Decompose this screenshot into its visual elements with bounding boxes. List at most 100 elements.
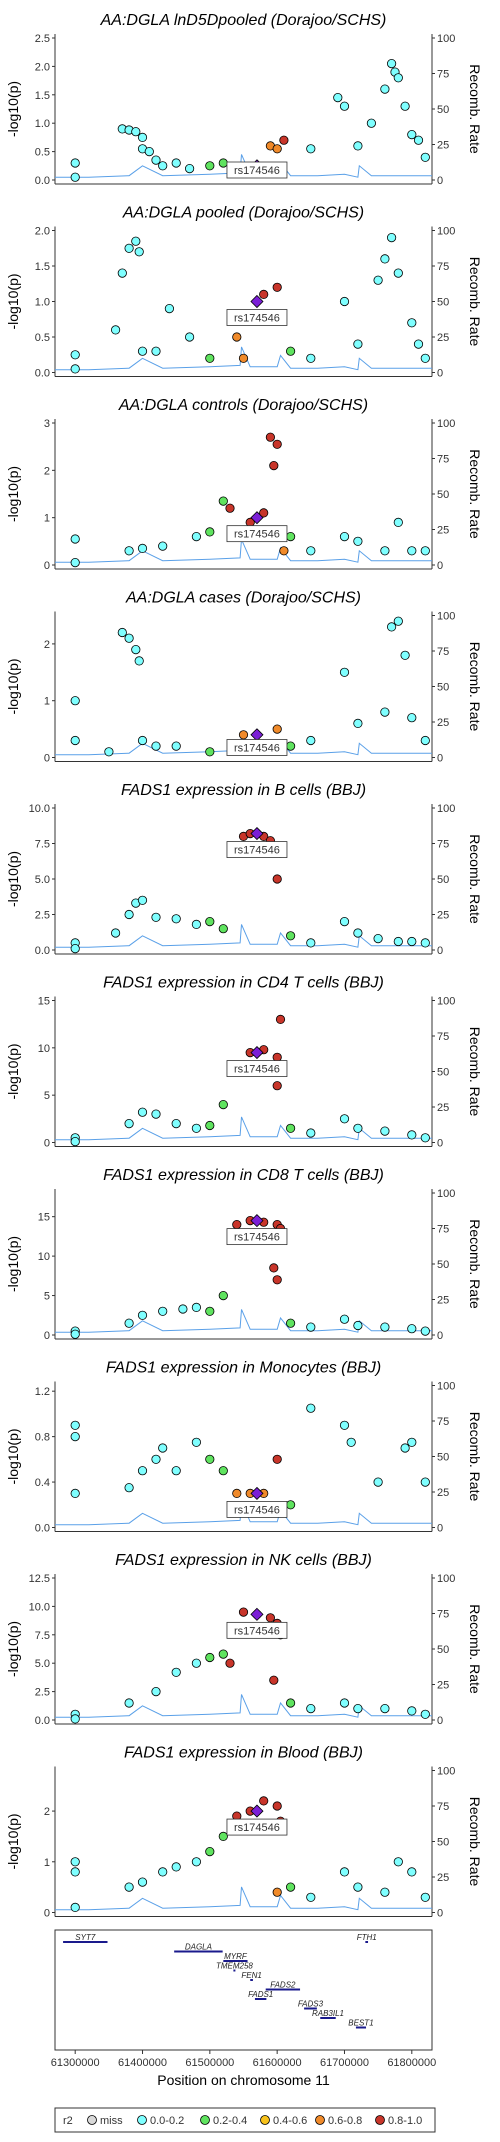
data-point — [111, 928, 121, 938]
legend-label: 0.6-0.8 — [328, 2115, 362, 2127]
lead-snp-label: rs174546 — [234, 743, 280, 755]
data-point — [232, 332, 242, 342]
data-point — [393, 73, 403, 83]
data-point — [407, 713, 417, 723]
data-point — [306, 735, 316, 746]
data-point — [144, 147, 154, 157]
x-axis-label: Position on chromosome 11 — [157, 2072, 330, 2088]
y2-tick-label: 50 — [437, 104, 449, 116]
lead-snp-label: rs174546 — [234, 529, 280, 541]
data-point — [407, 1130, 417, 1140]
data-point — [191, 1302, 201, 1313]
data-point — [306, 1704, 316, 1714]
y2-tick-label: 75 — [437, 1609, 449, 1621]
y2-axis-label: Recomb. Rate — [467, 642, 483, 732]
data-point — [285, 1123, 296, 1133]
data-point — [339, 1420, 350, 1430]
y2-tick-label: 50 — [437, 1259, 449, 1271]
data-point — [238, 1607, 249, 1617]
data-point — [413, 135, 424, 145]
data-point — [339, 1314, 350, 1324]
y-axis-label: -log10(p) — [5, 273, 21, 329]
data-point — [420, 1892, 430, 1902]
y-tick-label: 0.5 — [35, 332, 50, 344]
recomb-rate-line — [55, 924, 432, 948]
data-point — [400, 1443, 410, 1453]
y-tick-label: 0 — [44, 1330, 50, 1342]
data-point — [238, 730, 249, 740]
data-point — [380, 1887, 390, 1897]
data-point — [137, 543, 148, 554]
lead-snp-label-box — [226, 739, 288, 756]
data-point — [269, 1263, 279, 1273]
data-point — [407, 546, 417, 556]
data-point — [373, 933, 383, 944]
data-point — [380, 1126, 390, 1136]
data-point — [218, 1831, 228, 1842]
data-point — [353, 1704, 363, 1714]
y-tick-label: 0 — [44, 1908, 50, 1920]
lead-snp-marker — [250, 826, 264, 841]
data-point — [380, 1704, 390, 1714]
lead-snp-marker — [250, 728, 264, 742]
y2-tick-label: 0 — [437, 1523, 443, 1535]
data-point — [117, 268, 127, 278]
data-point — [70, 557, 80, 568]
y-tick-label: 10 — [38, 1043, 50, 1055]
chart-title: AA:DGLA controls (Dorajoo/SCHS) — [118, 397, 368, 414]
data-point — [373, 275, 383, 285]
y2-axis-label: Recomb. Rate — [467, 834, 483, 924]
gene-label: SYT7 — [75, 1933, 96, 1942]
data-point — [339, 101, 350, 111]
legend-label: 0.8-1.0 — [388, 2115, 422, 2127]
data-point — [306, 938, 316, 948]
data-point — [380, 707, 390, 717]
data-point — [272, 1275, 282, 1285]
y-axis-label: -log10(p) — [5, 1621, 21, 1677]
data-point — [393, 616, 403, 626]
y2-tick-label: 50 — [437, 297, 449, 309]
data-point — [70, 364, 80, 374]
y2-tick-label: 0 — [437, 753, 443, 765]
data-point — [339, 916, 350, 927]
y2-tick-label: 0 — [437, 368, 443, 380]
lead-snp-marker — [250, 1214, 264, 1228]
y2-tick-label: 25 — [437, 1102, 449, 1114]
y-tick-label: 10.0 — [29, 803, 50, 815]
data-point — [205, 1306, 215, 1316]
data-point — [171, 1667, 181, 1677]
data-point — [191, 1857, 201, 1867]
data-point — [279, 546, 289, 556]
chart-title: AA:DGLA cases (Dorajoo/SCHS) — [125, 590, 361, 607]
gene-label: DAGLA — [185, 1943, 212, 1952]
gene-label: RAB3IL1 — [312, 2009, 344, 2018]
lead-snp-label-box — [226, 309, 288, 326]
data-point — [306, 1892, 316, 1902]
x-tick-label: 61400000 — [118, 2057, 167, 2069]
data-point — [346, 1437, 356, 1447]
data-point — [306, 1403, 316, 1413]
chart-panel-10: FADS1 expression in Blood (BBJ) 0 1 2 0 25 50 7… — [5, 1745, 483, 1920]
data-point — [70, 350, 80, 360]
data-point — [70, 1420, 80, 1430]
data-point — [272, 282, 282, 292]
lead-snp-label: rs174546 — [234, 1625, 280, 1637]
y-tick-label: 1.5 — [35, 90, 50, 102]
legend-label: 0.4-0.6 — [273, 2115, 307, 2127]
y-tick-label: 1.0 — [35, 297, 50, 309]
y2-tick-label: 75 — [437, 646, 449, 658]
y2-tick-label: 25 — [437, 140, 449, 152]
data-point — [232, 1488, 242, 1499]
y-tick-label: 3 — [44, 418, 50, 430]
y-axis-label: -log10(p) — [5, 466, 21, 522]
y-tick-label: 0.8 — [35, 1432, 50, 1444]
chart-panel-1: AA:DGLA lnD5Dpooled (Dorajoo/SCHS) 0.0 0.5… — [5, 12, 483, 187]
legend-label: miss — [100, 2115, 123, 2127]
data-point — [407, 1324, 417, 1334]
data-point — [124, 633, 134, 643]
legend: r2 miss 0.0-0.2 0.2-0.4 0.4-0.6 0.6-0.8 0.8-1.… — [54, 2107, 436, 2133]
data-point — [285, 1698, 296, 1708]
y-tick-label: 5 — [44, 1090, 50, 1102]
data-point — [205, 1652, 215, 1663]
y2-tick-label: 25 — [437, 1295, 449, 1307]
